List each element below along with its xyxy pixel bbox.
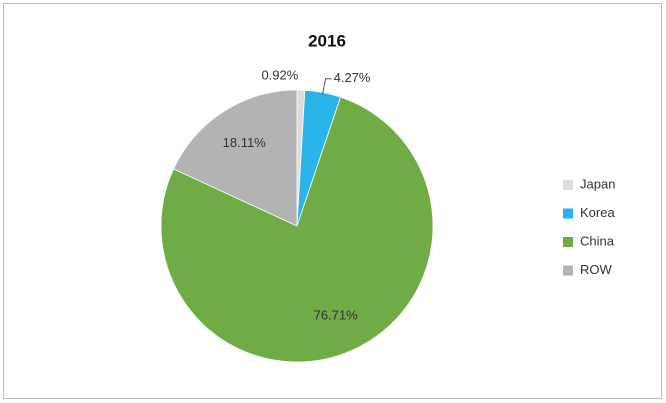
legend-swatch bbox=[563, 237, 573, 247]
legend-swatch bbox=[563, 208, 573, 219]
data-label: 4.27% bbox=[334, 70, 371, 85]
data-label: 76.71% bbox=[314, 307, 359, 322]
data-label: 18.11% bbox=[223, 135, 267, 150]
leader-line bbox=[322, 78, 332, 95]
legend-swatch bbox=[563, 180, 573, 190]
pie-slice bbox=[160, 96, 434, 363]
legend-label: Japan bbox=[580, 176, 615, 191]
legend-label: Korea bbox=[580, 205, 615, 220]
legend-label: ROW bbox=[580, 262, 613, 277]
data-label: 0.92% bbox=[261, 68, 298, 83]
pie-slice bbox=[173, 89, 298, 227]
chart-title: 2016 bbox=[308, 31, 346, 50]
legend-swatch bbox=[563, 265, 573, 276]
legend-label: China bbox=[580, 233, 615, 248]
